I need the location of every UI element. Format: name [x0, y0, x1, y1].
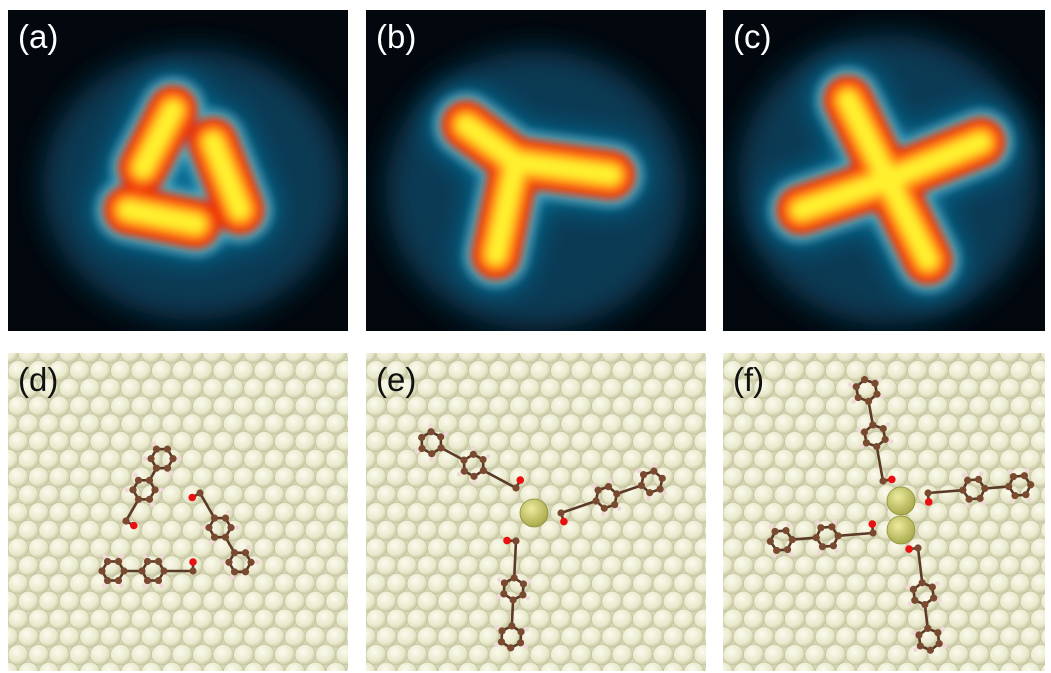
adatom — [519, 498, 549, 528]
panel-f-structure-model: (f) — [723, 353, 1045, 671]
molecule-arm — [557, 462, 668, 526]
adatom — [886, 486, 916, 516]
panel-b-stm-image: (b) — [366, 10, 706, 331]
panel-e-structure-model: (e) — [366, 353, 706, 671]
model-image-d — [8, 353, 348, 671]
stm-lobe-yellow — [455, 114, 622, 266]
surface-atom-lattice — [8, 353, 348, 671]
panel-d-structure-model: (d) — [8, 353, 348, 671]
molecule-arm — [98, 553, 197, 589]
stm-image-c — [723, 10, 1045, 331]
molecule-arm — [924, 467, 1035, 508]
model-image-e — [366, 353, 706, 671]
surface-atom-lattice — [366, 353, 706, 671]
panel-label-e: (e) — [376, 361, 417, 398]
stm-image-a — [8, 10, 348, 331]
molecule-arm — [905, 544, 948, 654]
molecule-arm — [188, 489, 260, 580]
molecule-arm — [848, 376, 896, 485]
panel-label-b: (b) — [376, 18, 417, 55]
molecule-arm — [766, 518, 877, 559]
panel-label-c: (c) — [733, 18, 772, 55]
molecule-arm — [414, 423, 525, 492]
stm-lobe-yellow — [117, 99, 251, 235]
panel-label-a: (a) — [18, 18, 59, 55]
panel-a-stm-image: (a) — [8, 10, 348, 331]
surface-atom-lattice — [723, 353, 1045, 671]
model-image-f — [723, 353, 1045, 671]
stm-image-b — [366, 10, 706, 331]
panel-label-d: (d) — [18, 361, 59, 398]
molecule-arm — [493, 536, 532, 652]
panel-label-f: (f) — [733, 361, 765, 398]
molecule-arm — [122, 441, 182, 530]
adatom — [886, 515, 916, 545]
panel-c-stm-image: (c) — [723, 10, 1045, 331]
stm-lobe-yellow — [790, 89, 992, 271]
